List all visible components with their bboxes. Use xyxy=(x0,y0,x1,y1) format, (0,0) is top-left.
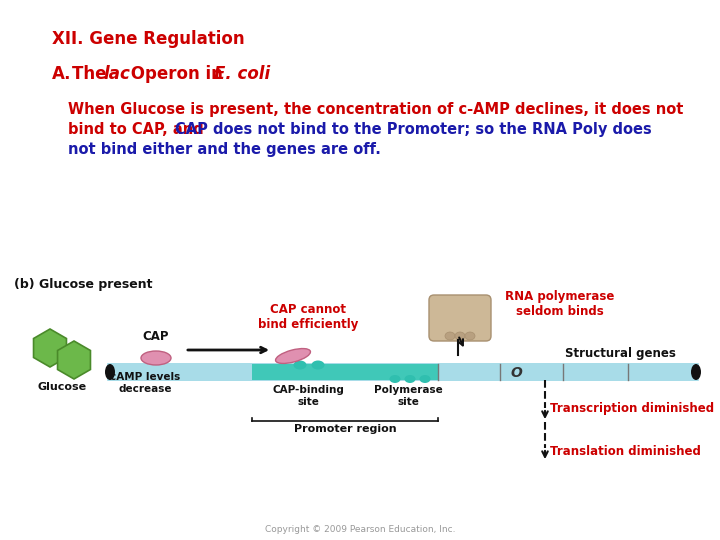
Ellipse shape xyxy=(420,375,431,383)
Ellipse shape xyxy=(390,375,400,383)
Text: Transcription diminished: Transcription diminished xyxy=(550,402,714,415)
Text: Polymerase
site: Polymerase site xyxy=(374,385,442,407)
Text: CAP: CAP xyxy=(143,330,169,343)
Text: CAP cannot
bind efficiently: CAP cannot bind efficiently xyxy=(258,303,358,331)
Text: cAMP levels
decrease: cAMP levels decrease xyxy=(110,372,180,394)
Text: lac: lac xyxy=(103,65,130,83)
Text: (b) Glucose present: (b) Glucose present xyxy=(14,278,153,291)
Text: Glucose: Glucose xyxy=(37,382,86,392)
Text: Structural genes: Structural genes xyxy=(564,347,675,360)
Ellipse shape xyxy=(691,364,701,380)
Ellipse shape xyxy=(141,351,171,365)
Ellipse shape xyxy=(455,332,465,340)
Text: not bind either and the genes are off.: not bind either and the genes are off. xyxy=(68,142,381,157)
Ellipse shape xyxy=(445,332,455,340)
Text: Copyright © 2009 Pearson Education, Inc.: Copyright © 2009 Pearson Education, Inc. xyxy=(265,525,455,534)
Ellipse shape xyxy=(276,348,310,363)
Text: O: O xyxy=(510,366,522,380)
Text: A.: A. xyxy=(52,65,71,83)
Text: Operon in: Operon in xyxy=(125,65,229,83)
Ellipse shape xyxy=(405,375,415,383)
Text: RNA polymerase
seldom binds: RNA polymerase seldom binds xyxy=(505,290,615,318)
Text: The: The xyxy=(72,65,112,83)
Text: Translation diminished: Translation diminished xyxy=(550,445,701,458)
FancyBboxPatch shape xyxy=(429,295,491,341)
Polygon shape xyxy=(58,341,91,379)
Polygon shape xyxy=(34,329,66,367)
Text: CAP does not bind to the Promoter; so the RNA Poly does: CAP does not bind to the Promoter; so th… xyxy=(175,122,652,137)
FancyBboxPatch shape xyxy=(107,363,699,381)
Text: When Glucose is present, the concentration of c-AMP declines, it does not: When Glucose is present, the concentrati… xyxy=(68,102,683,117)
Text: XII. Gene Regulation: XII. Gene Regulation xyxy=(52,30,245,48)
Ellipse shape xyxy=(294,361,307,369)
Text: Promoter region: Promoter region xyxy=(294,424,396,434)
Text: bind to CAP, and: bind to CAP, and xyxy=(68,122,209,137)
Text: E. coli: E. coli xyxy=(214,65,270,83)
Ellipse shape xyxy=(105,364,115,380)
Bar xyxy=(252,364,438,380)
Ellipse shape xyxy=(465,332,475,340)
Text: CAP-binding
site: CAP-binding site xyxy=(272,385,344,407)
Ellipse shape xyxy=(312,361,325,369)
